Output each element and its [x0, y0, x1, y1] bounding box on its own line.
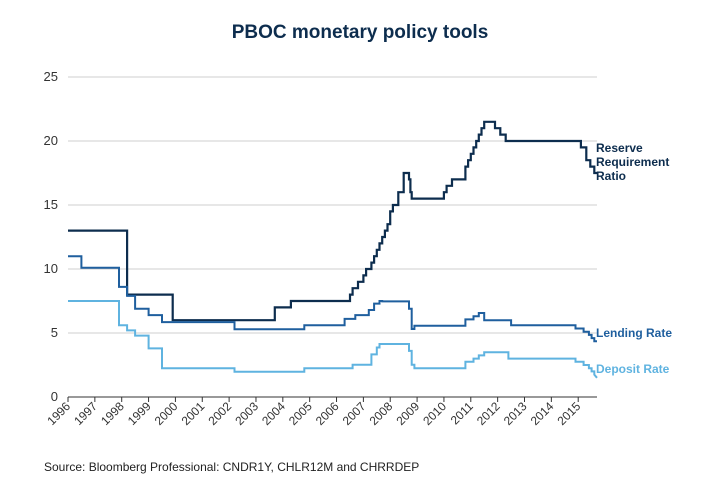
x-axis-ticks: 1996199719981999200020012002200320042005…	[44, 397, 584, 428]
y-tick-label: 5	[51, 325, 58, 340]
series-label-reserve-requirement-ratio: Requirement	[596, 155, 669, 169]
x-tick-label: 1997	[71, 399, 100, 428]
source-note: Source: Bloomberg Professional: CNDR1Y, …	[44, 460, 420, 474]
series-line-reserve-requirement-ratio	[68, 120, 597, 322]
y-tick-label: 0	[51, 389, 58, 404]
x-tick-label: 2011	[448, 399, 476, 427]
series-lines	[68, 120, 598, 379]
x-tick-label: 2003	[232, 399, 261, 428]
grid-lines	[68, 76, 597, 398]
x-tick-label: 2009	[393, 399, 422, 428]
x-tick-label: 2013	[501, 399, 530, 428]
x-tick-label: 2006	[313, 399, 342, 428]
x-tick-label: 2007	[340, 399, 369, 428]
series-label-reserve-requirement-ratio: Ratio	[596, 169, 626, 183]
x-tick-label: 2002	[205, 399, 234, 428]
x-tick-label: 2010	[420, 399, 449, 428]
x-tick-label: 2000	[152, 399, 181, 428]
x-tick-label: 1999	[125, 399, 154, 428]
x-tick-label: 2012	[474, 399, 503, 428]
x-tick-label: 1998	[98, 399, 127, 428]
y-tick-label: 25	[44, 69, 58, 84]
chart-title: PBOC monetary policy tools	[231, 22, 489, 43]
y-tick-label: 15	[44, 197, 58, 212]
x-tick-label: 2004	[259, 399, 288, 428]
y-axis-ticks: 0 5 10 15 20 25	[44, 69, 58, 404]
x-tick-label: 2008	[367, 399, 396, 428]
series-label-reserve-requirement-ratio: Reserve	[596, 141, 643, 155]
x-tick-label: 2015	[555, 399, 584, 428]
series-label-lending-rate: Lending Rate	[596, 326, 672, 340]
y-tick-label: 20	[44, 133, 58, 148]
x-tick-label: 2014	[528, 399, 557, 428]
x-tick-label: 2005	[286, 399, 315, 428]
series-line-lending-rate	[68, 255, 597, 343]
series-label-deposit-rate: Deposit Rate	[596, 362, 670, 376]
y-tick-label: 10	[44, 261, 58, 276]
x-tick-label: 2001	[179, 399, 208, 428]
series-line-deposit-rate	[68, 300, 598, 379]
x-tick-label: 1996	[44, 399, 73, 428]
